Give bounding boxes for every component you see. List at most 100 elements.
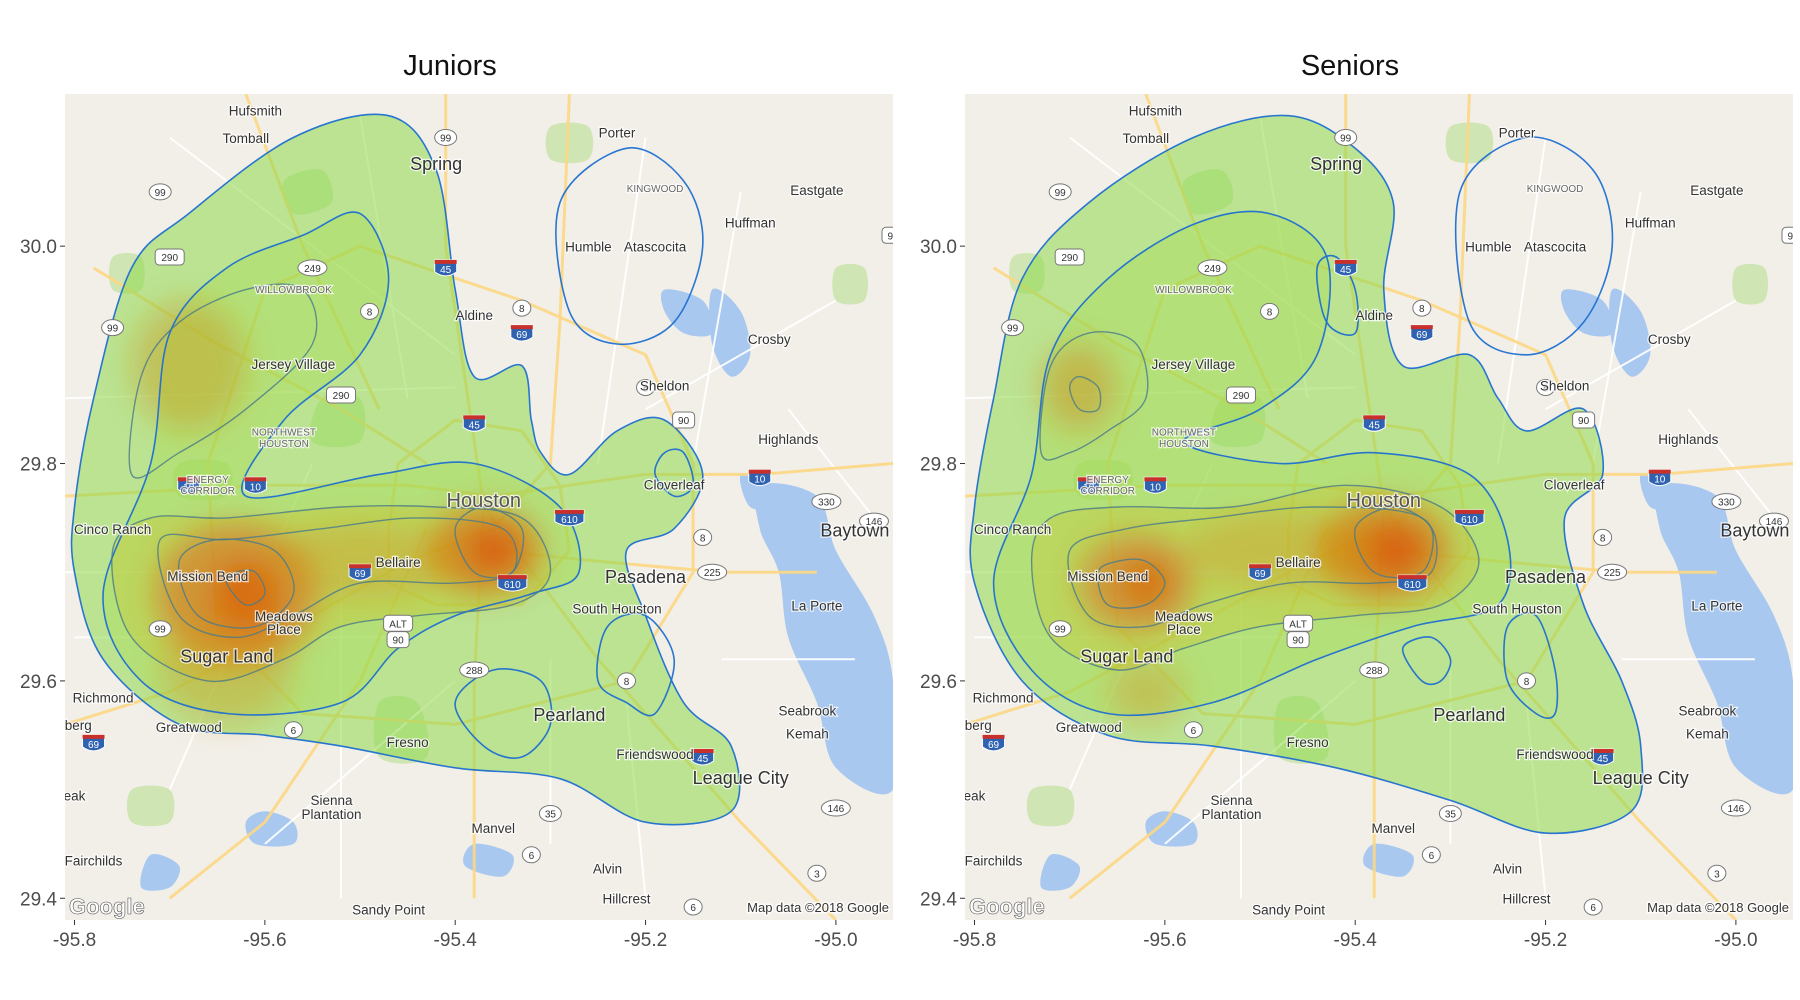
place-label: Eastgate: [1690, 183, 1743, 198]
shield-label: 3: [1714, 869, 1720, 880]
interstate-band: [1397, 575, 1427, 580]
park-area: [832, 263, 868, 305]
road-shield: 35: [538, 804, 562, 822]
place-label: Plantation: [301, 807, 361, 822]
water-body: [1363, 843, 1414, 877]
interstate-band: [434, 259, 457, 264]
road-shield: 45: [462, 414, 486, 432]
place-label: Highlands: [1658, 432, 1718, 447]
road-shield: 99: [1334, 128, 1358, 146]
road-shield: 8: [693, 528, 713, 546]
state-shield: [297, 259, 328, 277]
road-shield: 45: [1591, 748, 1615, 766]
park-area: [1445, 122, 1494, 164]
density-contour: [177, 538, 295, 629]
interstate-shield: [497, 574, 528, 592]
density-contour: [1401, 636, 1452, 686]
road-shield: 146: [1720, 799, 1751, 817]
shield-label: 35: [545, 809, 557, 820]
place-label: Sienna: [1210, 793, 1253, 808]
place-label: League City: [1593, 768, 1689, 788]
density-hotspot: [160, 615, 294, 725]
water-body: [463, 843, 514, 877]
shield-label: 3: [814, 869, 820, 880]
y-tick-label: 29.6: [920, 672, 957, 693]
place-label: Crosby: [748, 332, 791, 347]
road-shield: 69: [1248, 563, 1272, 581]
axes: -95.8 -95.6 -95.4 -95.2 -95.0 29.4 29.6 29.8 30.…: [920, 237, 1758, 951]
road-shield: 99: [148, 183, 172, 201]
water-body: [1040, 853, 1081, 891]
park-area: [126, 785, 175, 827]
density-contour: [454, 668, 553, 759]
place-label: Aldine: [455, 308, 493, 323]
x-tick-label: -95.8: [53, 930, 96, 951]
place-label: Sienna: [310, 793, 353, 808]
road-shield: ALT: [1283, 614, 1314, 632]
x-tick-label: -95.8: [953, 930, 996, 951]
state-shield: [360, 302, 380, 320]
place-label: Porter: [599, 125, 636, 140]
place-label: Baytown: [1720, 520, 1789, 540]
place-label: NORTHWEST: [1152, 427, 1216, 438]
state-shield: [1707, 864, 1727, 882]
shield-label: 99: [440, 133, 452, 144]
us-shield: [1054, 248, 1085, 266]
place-label: eak: [64, 788, 86, 803]
shield-label: 99: [1055, 188, 1067, 199]
road: [1497, 137, 1547, 464]
road-shield: 610: [1397, 574, 1428, 592]
shield-label: 288: [466, 666, 483, 677]
park-area: [545, 122, 594, 164]
road-shield: 146: [820, 799, 851, 817]
shield-label: 6: [291, 726, 297, 737]
density-contour: [157, 517, 518, 639]
us-shield: [1572, 411, 1596, 429]
shield-label: 610: [561, 515, 578, 526]
road-shield: 290: [1054, 248, 1085, 266]
road-shield: 99: [1048, 183, 1072, 201]
road: [787, 408, 875, 519]
shield-label: 8: [1524, 677, 1530, 688]
interstate-band: [349, 564, 372, 569]
shield-label: 290: [333, 391, 350, 402]
place-label: Humble: [565, 240, 612, 255]
road-shield: 610: [554, 509, 585, 527]
state-shield: [1183, 721, 1203, 739]
place-label: Houston: [1347, 490, 1422, 512]
place-label: Meadows: [255, 609, 313, 624]
state-shield: [1048, 620, 1072, 638]
road: [1687, 408, 1775, 519]
density-contour: [225, 569, 266, 606]
road-shield: 10: [1143, 476, 1167, 494]
road-shield: 10: [748, 469, 772, 487]
shield-label: 99: [107, 324, 119, 335]
state-shield: [283, 721, 303, 739]
shield-label: 6: [1429, 851, 1435, 862]
density-contour: [1454, 136, 1614, 356]
interstate-band: [497, 575, 527, 580]
road-shield: 146: [1758, 512, 1789, 530]
panel-seniors: Seniors 99 99 290 249 45 8 8 69 99 290 8 45 90 10 10 10…: [900, 0, 1800, 1000]
us-shield: [386, 631, 410, 649]
shield-label: 225: [1604, 568, 1621, 579]
interstate-shield: [1248, 563, 1272, 581]
state-shield: [1334, 128, 1358, 146]
density-contour: [555, 147, 704, 346]
road-shield: 45: [691, 748, 715, 766]
place-label: Pasadena: [605, 567, 687, 587]
shield-label: 610: [1461, 515, 1478, 526]
shield-label: 45: [1340, 265, 1352, 276]
road-shield: 249: [1197, 259, 1228, 277]
water-body: [245, 811, 298, 847]
water-body: [1145, 811, 1198, 847]
shield-label: 69: [988, 740, 1000, 751]
road-shield: 99: [434, 128, 458, 146]
road-shield: 10: [1648, 469, 1672, 487]
interstate-shield: [1591, 748, 1615, 766]
road-shield: 69: [348, 563, 372, 581]
shield-label: 90: [1578, 416, 1590, 427]
road-shield: 330: [811, 493, 842, 511]
place-label: Eastgate: [790, 183, 843, 198]
place-label: Pearland: [533, 705, 605, 725]
